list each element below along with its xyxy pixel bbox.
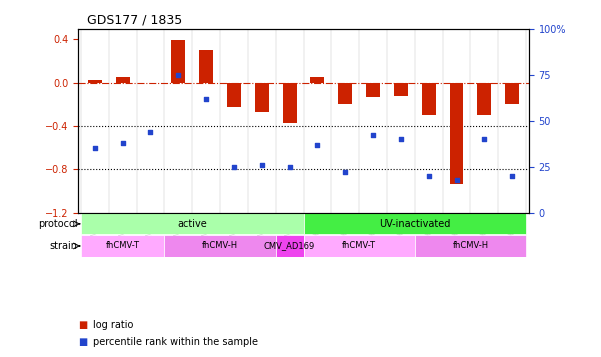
Text: fhCMV-H: fhCMV-H: [453, 241, 489, 251]
Point: [368, 132, 378, 138]
Text: active: active: [177, 219, 207, 229]
Text: percentile rank within the sample: percentile rank within the sample: [93, 337, 258, 347]
FancyBboxPatch shape: [304, 213, 526, 235]
Point: [201, 96, 211, 101]
FancyBboxPatch shape: [276, 235, 304, 257]
Point: [480, 136, 489, 142]
Text: ■: ■: [78, 321, 87, 331]
Bar: [394, 83, 408, 96]
FancyBboxPatch shape: [81, 213, 304, 235]
Bar: [505, 83, 519, 105]
Text: fhCMV-T: fhCMV-T: [342, 241, 376, 251]
Point: [229, 164, 239, 170]
Bar: [255, 83, 269, 112]
Text: log ratio: log ratio: [93, 321, 133, 331]
Bar: [311, 77, 325, 83]
Point: [285, 164, 294, 170]
Bar: [338, 83, 352, 105]
Point: [340, 170, 350, 175]
FancyBboxPatch shape: [165, 235, 276, 257]
Point: [118, 140, 127, 146]
Point: [145, 129, 155, 135]
Text: UV-inactivated: UV-inactivated: [379, 219, 451, 229]
Bar: [282, 83, 296, 123]
Text: fhCMV-T: fhCMV-T: [106, 241, 139, 251]
Point: [257, 162, 267, 168]
Bar: [227, 83, 241, 107]
Bar: [88, 80, 102, 83]
Text: CMV_AD169: CMV_AD169: [264, 241, 315, 251]
Text: ■: ■: [78, 337, 87, 347]
Bar: [199, 50, 213, 83]
Point: [313, 142, 322, 147]
Bar: [477, 83, 492, 115]
Point: [424, 173, 433, 179]
FancyBboxPatch shape: [304, 235, 415, 257]
Point: [452, 177, 462, 182]
Bar: [171, 40, 185, 83]
FancyBboxPatch shape: [81, 235, 165, 257]
Text: protocol: protocol: [38, 219, 78, 229]
Bar: [450, 83, 463, 183]
Point: [507, 173, 517, 179]
Text: GDS177 / 1835: GDS177 / 1835: [87, 13, 182, 26]
FancyBboxPatch shape: [415, 235, 526, 257]
Point: [174, 72, 183, 77]
Bar: [116, 77, 130, 83]
Bar: [366, 83, 380, 97]
Point: [90, 145, 100, 151]
Text: fhCMV-H: fhCMV-H: [202, 241, 238, 251]
Bar: [422, 83, 436, 115]
Text: strain: strain: [49, 241, 78, 251]
Point: [396, 136, 406, 142]
